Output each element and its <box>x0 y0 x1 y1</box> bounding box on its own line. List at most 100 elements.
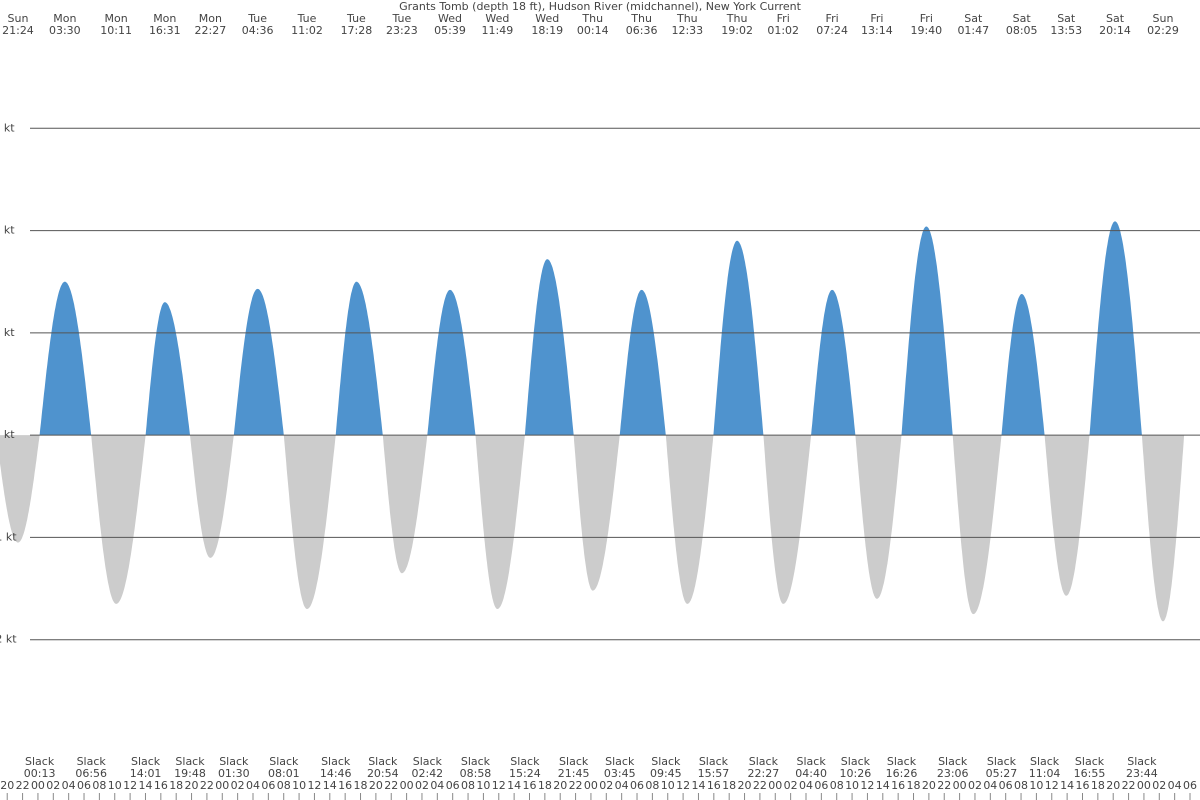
x-tick-label: 02 <box>1152 779 1166 792</box>
slack-time: 22:27 <box>748 767 780 780</box>
x-tick-label: 00 <box>953 779 967 792</box>
x-tick-label: 08 <box>645 779 659 792</box>
flood-lobe <box>335 281 383 436</box>
x-tick-label: 02 <box>784 779 798 792</box>
slack-label: Slack <box>841 755 871 768</box>
extreme-time: 21:24 <box>2 24 34 37</box>
extreme-day: Sat <box>964 12 983 25</box>
extreme-day: Mon <box>199 12 222 25</box>
x-tick-label: 00 <box>31 779 45 792</box>
x-tick-label: 22 <box>384 779 398 792</box>
extreme-day: Fri <box>826 12 839 25</box>
extreme-day: Sat <box>1057 12 1076 25</box>
extreme-time: 10:11 <box>100 24 132 37</box>
x-tick-label: 20 <box>922 779 936 792</box>
slack-label: Slack <box>1127 755 1157 768</box>
slack-time: 06:56 <box>75 767 107 780</box>
y-tick-label: 3 kt <box>0 121 15 134</box>
extreme-day: Sun <box>8 12 29 25</box>
extreme-day: Tue <box>297 12 317 25</box>
x-tick-label: 14 <box>691 779 705 792</box>
flood-lobe <box>427 289 476 436</box>
x-tick-label: 16 <box>522 779 536 792</box>
extreme-time: 02:29 <box>1147 24 1179 37</box>
x-tick-label: 00 <box>215 779 229 792</box>
slack-label: Slack <box>368 755 398 768</box>
extreme-day: Tue <box>346 12 366 25</box>
x-tick-label: 10 <box>1029 779 1043 792</box>
slack-time: 10:26 <box>840 767 872 780</box>
flood-lobe <box>524 259 574 436</box>
x-tick-label: 18 <box>1091 779 1105 792</box>
flood-lobe <box>39 281 92 436</box>
x-tick-label: 20 <box>185 779 199 792</box>
ebb-lobe <box>855 435 902 599</box>
slack-label: Slack <box>269 755 299 768</box>
x-tick-label: 20 <box>1106 779 1120 792</box>
x-tick-label: 06 <box>1183 779 1197 792</box>
x-tick-label: 00 <box>768 779 782 792</box>
x-tick-label: 04 <box>983 779 997 792</box>
x-tick-label: 12 <box>492 779 506 792</box>
x-tick-label: 12 <box>307 779 321 792</box>
slack-label: Slack <box>175 755 205 768</box>
extreme-day: Tue <box>391 12 411 25</box>
x-tick-label: 20 <box>369 779 383 792</box>
x-tick-label: 06 <box>999 779 1013 792</box>
x-tick-label: 22 <box>937 779 951 792</box>
x-tick-label: 22 <box>753 779 767 792</box>
x-tick-label: 08 <box>461 779 475 792</box>
x-tick-label: 14 <box>138 779 152 792</box>
x-tick-label: 10 <box>108 779 122 792</box>
x-tick-label: 22 <box>1122 779 1136 792</box>
y-tick-label: -2 kt <box>0 633 17 646</box>
slack-label: Slack <box>510 755 540 768</box>
x-tick-label: 10 <box>845 779 859 792</box>
extreme-time: 19:40 <box>910 24 942 37</box>
slack-time: 23:44 <box>1126 767 1158 780</box>
x-tick-label: 06 <box>261 779 275 792</box>
extreme-day: Sat <box>1106 12 1125 25</box>
extreme-time: 13:53 <box>1050 24 1082 37</box>
slack-time: 15:57 <box>698 767 730 780</box>
x-tick-label: 06 <box>446 779 460 792</box>
x-tick-label: 20 <box>738 779 752 792</box>
x-tick-label: 14 <box>1060 779 1074 792</box>
slack-label: Slack <box>1030 755 1060 768</box>
extreme-time: 13:14 <box>861 24 893 37</box>
x-tick-label: 16 <box>154 779 168 792</box>
chart-title: Grants Tomb (depth 18 ft), Hudson River … <box>399 0 802 13</box>
ebb-lobe <box>283 435 336 609</box>
x-tick-label: 02 <box>599 779 613 792</box>
slack-label: Slack <box>699 755 729 768</box>
extreme-time: 11:02 <box>291 24 323 37</box>
x-tick-label: 16 <box>338 779 352 792</box>
x-tick-label: 18 <box>907 779 921 792</box>
extreme-time: 01:02 <box>767 24 799 37</box>
flood-lobe <box>901 226 953 436</box>
y-tick-label: 1 kt <box>0 326 15 339</box>
ebb-lobe <box>1141 435 1185 622</box>
y-tick-label: 0 kt <box>0 428 15 441</box>
extreme-day: Wed <box>438 12 462 25</box>
extreme-time: 00:14 <box>577 24 609 37</box>
slack-label: Slack <box>797 755 827 768</box>
slack-time: 09:45 <box>650 767 682 780</box>
x-tick-label: 12 <box>676 779 690 792</box>
ebb-lobe <box>475 435 525 609</box>
x-tick-label: 18 <box>722 779 736 792</box>
slack-time: 05:27 <box>986 767 1018 780</box>
extreme-time: 01:47 <box>957 24 989 37</box>
slack-time: 08:58 <box>460 767 492 780</box>
extreme-time: 19:02 <box>721 24 753 37</box>
slack-time: 02:42 <box>411 767 443 780</box>
x-tick-label: 20 <box>0 779 14 792</box>
slack-label: Slack <box>131 755 161 768</box>
x-tick-label: 04 <box>799 779 813 792</box>
slack-label: Slack <box>938 755 968 768</box>
slack-time: 11:04 <box>1029 767 1061 780</box>
x-tick-label: 06 <box>630 779 644 792</box>
slack-label: Slack <box>321 755 351 768</box>
x-tick-label: 18 <box>169 779 183 792</box>
extreme-time: 23:23 <box>386 24 418 37</box>
